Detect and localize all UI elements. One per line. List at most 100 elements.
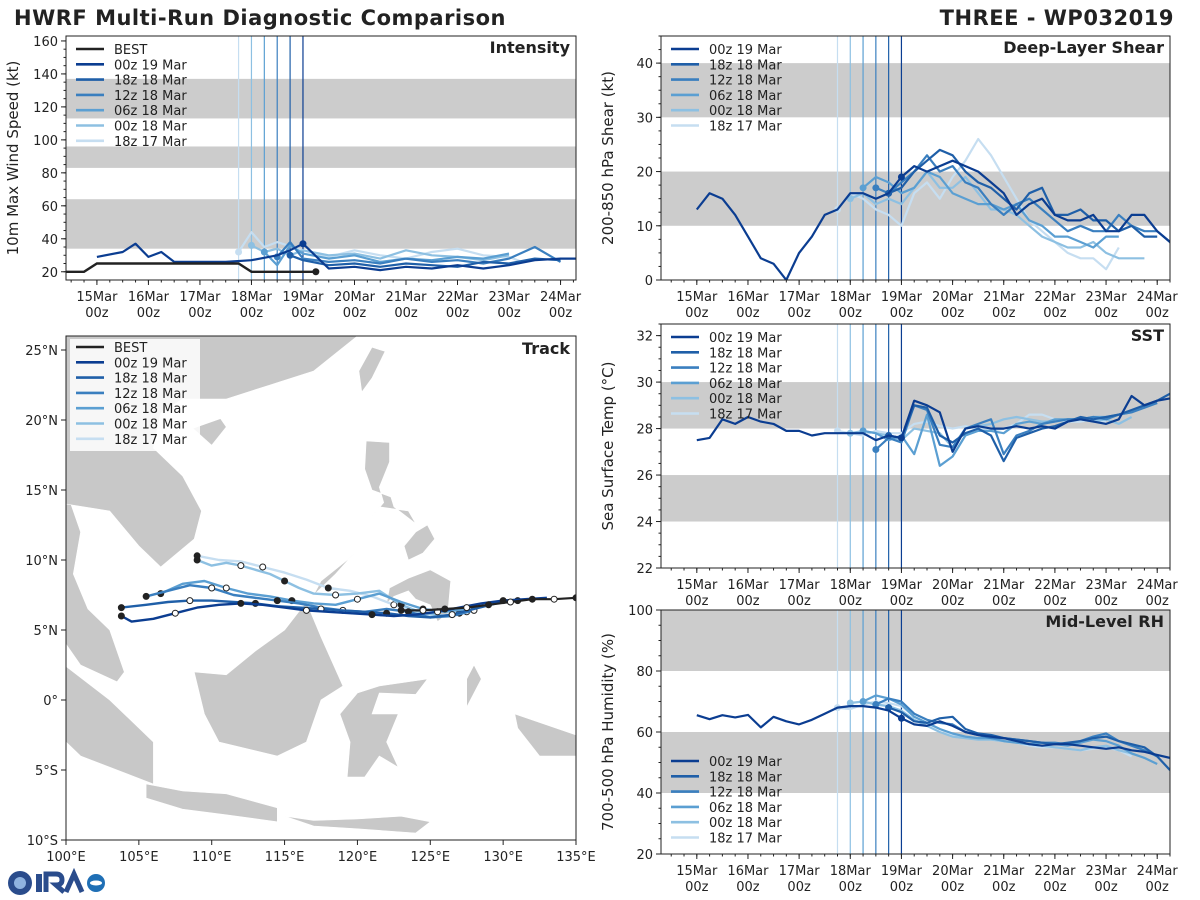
- track-marker: [390, 601, 398, 609]
- band-1: [66, 146, 576, 168]
- land-mass: [284, 815, 432, 834]
- x-tick-day: 20Mar: [334, 290, 376, 305]
- best-track-marker: [441, 605, 449, 613]
- init-marker: [897, 434, 905, 442]
- legend-label: 06z 18 Mar: [709, 89, 782, 104]
- track-marker: [237, 562, 245, 570]
- band-0: [661, 171, 1170, 226]
- init-marker: [872, 184, 880, 192]
- legend-label: 00z 19 Mar: [709, 43, 782, 58]
- best-track-marker: [528, 595, 536, 603]
- x-tick-hour: 00z: [497, 306, 521, 321]
- legend-label: 18z 18 Mar: [114, 74, 187, 89]
- init-marker: [846, 699, 854, 707]
- panel-title: SST: [1131, 326, 1164, 345]
- x-tick-day: 24Mar: [1137, 290, 1179, 305]
- legend-label: 12z 18 Mar: [709, 362, 782, 377]
- x-tick-hour: 00z: [685, 306, 709, 321]
- y-tick-label: 10: [636, 220, 653, 235]
- x-tick-day: 19Mar: [881, 290, 923, 305]
- axes-frame: [65, 35, 577, 281]
- x-tick-day: 23Mar: [1086, 578, 1128, 593]
- legend-label: 00z 18 Mar: [114, 120, 187, 135]
- x-tick-hour: 00z: [394, 306, 418, 321]
- track-marker: [281, 577, 289, 585]
- x-tick-day: 24Mar: [1137, 864, 1179, 879]
- y-tick-label: 120: [33, 101, 58, 116]
- legend-label: 00z 18 Mar: [709, 392, 782, 407]
- x-tick-day: 18Mar: [830, 864, 872, 879]
- map-frame: [65, 335, 577, 841]
- x-tick-hour: 00z: [992, 306, 1016, 321]
- band-0: [661, 475, 1170, 522]
- x-tick-day: 16Mar: [128, 290, 170, 305]
- lat-label: 20°N: [25, 414, 58, 429]
- legend-label: 06z 18 Mar: [709, 801, 782, 816]
- land-mass: [364, 440, 416, 526]
- y-tick-label: 20: [636, 166, 653, 181]
- x-tick-day: 21Mar: [983, 578, 1025, 593]
- x-tick-hour: 00z: [1043, 306, 1067, 321]
- legend-label: 18z 18 Mar: [709, 770, 782, 785]
- legend-label: 12z 18 Mar: [114, 387, 187, 402]
- x-tick-hour: 00z: [343, 306, 367, 321]
- lon-label: 105°E: [119, 850, 159, 865]
- lon-label: 125°E: [411, 850, 451, 865]
- x-tick-hour: 00z: [736, 306, 760, 321]
- land-mass: [66, 489, 125, 683]
- y-tick-label: 80: [41, 167, 58, 182]
- track-line: [196, 558, 467, 618]
- band-0: [66, 199, 576, 249]
- land-mass: [403, 524, 436, 561]
- best-marker: [312, 268, 320, 276]
- track-line: [160, 579, 467, 613]
- legend-label: BEST: [114, 341, 147, 356]
- legend-label: 18z 18 Mar: [709, 58, 782, 73]
- land-mass: [514, 713, 576, 757]
- legend-label: 12z 18 Mar: [114, 89, 187, 104]
- x-tick-day: 19Mar: [881, 864, 923, 879]
- x-tick-day: 16Mar: [727, 578, 769, 593]
- legend-label: 00z 19 Mar: [114, 356, 187, 371]
- lon-label: 110°E: [192, 850, 232, 865]
- y-axis-label: 700-500 hPa Humidity (%): [599, 633, 617, 831]
- track-panel: 100°E 105°E 110°E 115°E 120°E 125°E 130°E 135°E…: [25, 335, 596, 865]
- y-tick-label: 26: [636, 469, 653, 484]
- land-mass: [339, 678, 429, 778]
- series-line: [888, 706, 1170, 771]
- legend-label: 12z 18 Mar: [709, 74, 782, 89]
- lat-label: 5°N: [34, 624, 59, 639]
- x-tick-hour: 00z: [1146, 594, 1170, 609]
- track-marker: [186, 597, 194, 605]
- init-marker: [859, 698, 867, 705]
- x-tick-day: 20Mar: [932, 290, 974, 305]
- x-tick-hour: 00z: [890, 880, 914, 895]
- lat-label: 10°N: [25, 554, 58, 569]
- lat-label: 15°N: [25, 484, 58, 499]
- y-tick-label: 40: [41, 233, 58, 248]
- y-tick-label: 100: [628, 604, 653, 619]
- x-tick-day: 19Mar: [282, 290, 324, 305]
- x-tick-hour: 00z: [137, 306, 161, 321]
- legend-label: 18z 17 Mar: [709, 120, 782, 135]
- legend-label: 18z 17 Mar: [709, 832, 782, 847]
- series-line: [836, 137, 1120, 271]
- lon-label: 135°E: [556, 850, 596, 865]
- x-tick-hour: 00z: [1146, 880, 1170, 895]
- track-marker: [259, 563, 267, 571]
- land-mass: [466, 664, 482, 708]
- x-tick-day: 22Mar: [1034, 290, 1076, 305]
- legend-label: 06z 18 Mar: [114, 104, 187, 119]
- x-tick-hour: 00z: [291, 306, 315, 321]
- y-tick-label: 0: [645, 274, 653, 289]
- y-tick-label: 40: [636, 57, 653, 72]
- x-tick-hour: 00z: [941, 306, 965, 321]
- track-marker: [237, 599, 245, 607]
- lat-label: 25°N: [25, 344, 58, 359]
- storm-id: THREE - WP032019: [939, 6, 1174, 30]
- land-mass: [145, 783, 278, 823]
- x-tick-hour: 00z: [1146, 306, 1170, 321]
- x-tick-hour: 00z: [1094, 880, 1118, 895]
- x-tick-hour: 00z: [240, 306, 264, 321]
- y-tick-label: 80: [636, 665, 653, 680]
